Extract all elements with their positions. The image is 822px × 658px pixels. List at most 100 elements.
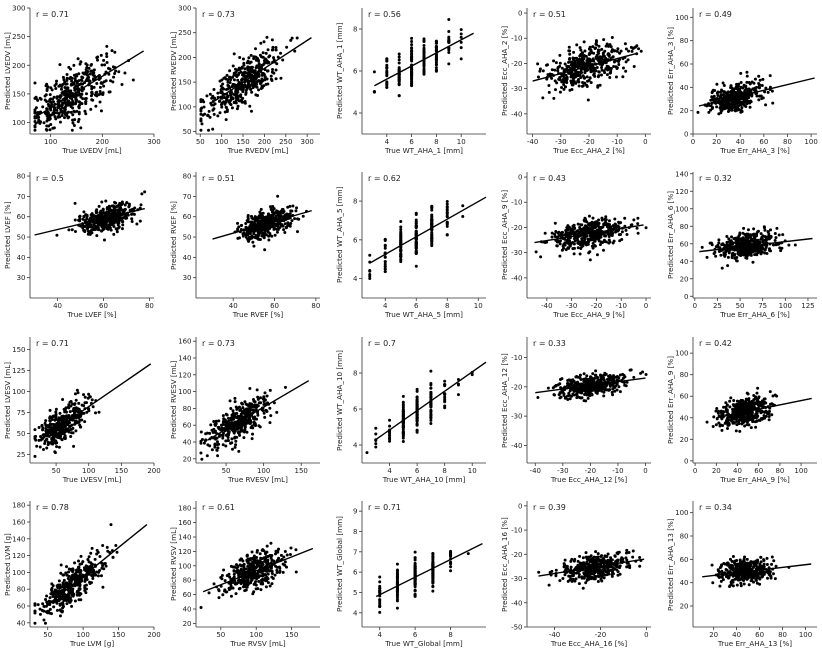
x-tick-label: 8 [445, 302, 449, 310]
data-point [77, 93, 81, 97]
x-tick-label: 150 [236, 138, 249, 146]
data-point [102, 227, 106, 231]
data-point [53, 106, 57, 110]
data-point [243, 428, 247, 432]
data-point [749, 88, 753, 92]
data-point [65, 82, 69, 86]
data-point [44, 112, 48, 116]
data-point [217, 419, 221, 423]
data-point [73, 402, 77, 406]
data-point [636, 216, 640, 220]
data-point [42, 121, 46, 125]
data-point [69, 400, 73, 404]
data-point [459, 40, 463, 44]
data-point [288, 224, 292, 228]
data-point [94, 214, 98, 218]
data-point [278, 212, 282, 216]
data-point [44, 419, 48, 423]
data-point [739, 92, 743, 96]
data-point [83, 395, 87, 399]
data-point [262, 231, 266, 235]
data-point [746, 228, 750, 232]
data-point [77, 106, 81, 110]
data-point [139, 203, 143, 207]
data-point [251, 432, 255, 436]
data-point [579, 52, 583, 56]
correlation-label: r = 0.73 [202, 339, 235, 348]
data-point [385, 73, 389, 77]
y-tick-label: 4 [353, 110, 358, 118]
data-point [410, 79, 414, 83]
data-point [277, 226, 281, 229]
data-point [240, 410, 244, 414]
data-point [53, 115, 57, 119]
data-point [70, 128, 74, 132]
data-point [383, 238, 387, 242]
data-point [251, 240, 255, 244]
data-point [230, 427, 234, 431]
data-point [131, 78, 135, 82]
data-point [69, 104, 73, 108]
data-point [283, 230, 287, 234]
correlation-label: r = 0.56 [368, 10, 401, 19]
data-point [61, 415, 65, 419]
data-point [257, 216, 261, 220]
data-point [736, 104, 740, 108]
data-point [223, 102, 227, 106]
data-point [259, 207, 263, 211]
data-point [52, 440, 56, 444]
data-point [76, 57, 80, 61]
data-point [732, 87, 736, 91]
x-axis-label: True Err_AHA_6 [%] [720, 310, 790, 319]
data-point [743, 233, 747, 237]
data-point [547, 83, 551, 87]
data-point [579, 76, 583, 80]
data-point [572, 76, 576, 80]
data-point [244, 407, 248, 411]
data-point [92, 68, 96, 72]
data-point [229, 93, 233, 97]
data-point [600, 66, 604, 70]
data-point [82, 393, 86, 397]
data-point [52, 100, 56, 104]
data-point [410, 55, 414, 59]
data-point [740, 106, 744, 110]
data-point [130, 217, 134, 221]
scatter-panel: -40 -30 -20 -10 0 -40 -30 -20 -10 0 r = 0.51 True E… [497, 0, 661, 164]
data-point [251, 83, 255, 87]
data-point [123, 203, 127, 207]
data-point [383, 265, 387, 269]
data-point [252, 244, 256, 248]
data-point [253, 403, 257, 407]
data-point [72, 123, 76, 127]
data-point [248, 70, 252, 74]
data-point [73, 87, 77, 91]
data-point [90, 92, 94, 96]
data-point [239, 95, 243, 99]
data-point [767, 234, 771, 238]
data-point [746, 91, 749, 95]
data-point [34, 106, 38, 110]
data-point [593, 66, 597, 70]
data-point [273, 233, 277, 237]
data-point [71, 118, 75, 122]
data-point [75, 388, 79, 392]
data-point [65, 76, 69, 80]
x-tick-label: -30 [566, 302, 577, 310]
data-point [752, 232, 756, 236]
data-point [383, 270, 387, 274]
data-point [623, 216, 627, 220]
data-point [101, 207, 105, 211]
data-points [700, 225, 797, 270]
data-point [107, 213, 111, 217]
data-point [225, 98, 229, 102]
data-point [563, 233, 567, 237]
data-point [55, 435, 59, 439]
data-point [725, 234, 729, 238]
data-point [85, 226, 89, 230]
data-point [429, 369, 433, 373]
data-point [253, 422, 257, 426]
data-point [710, 91, 714, 95]
